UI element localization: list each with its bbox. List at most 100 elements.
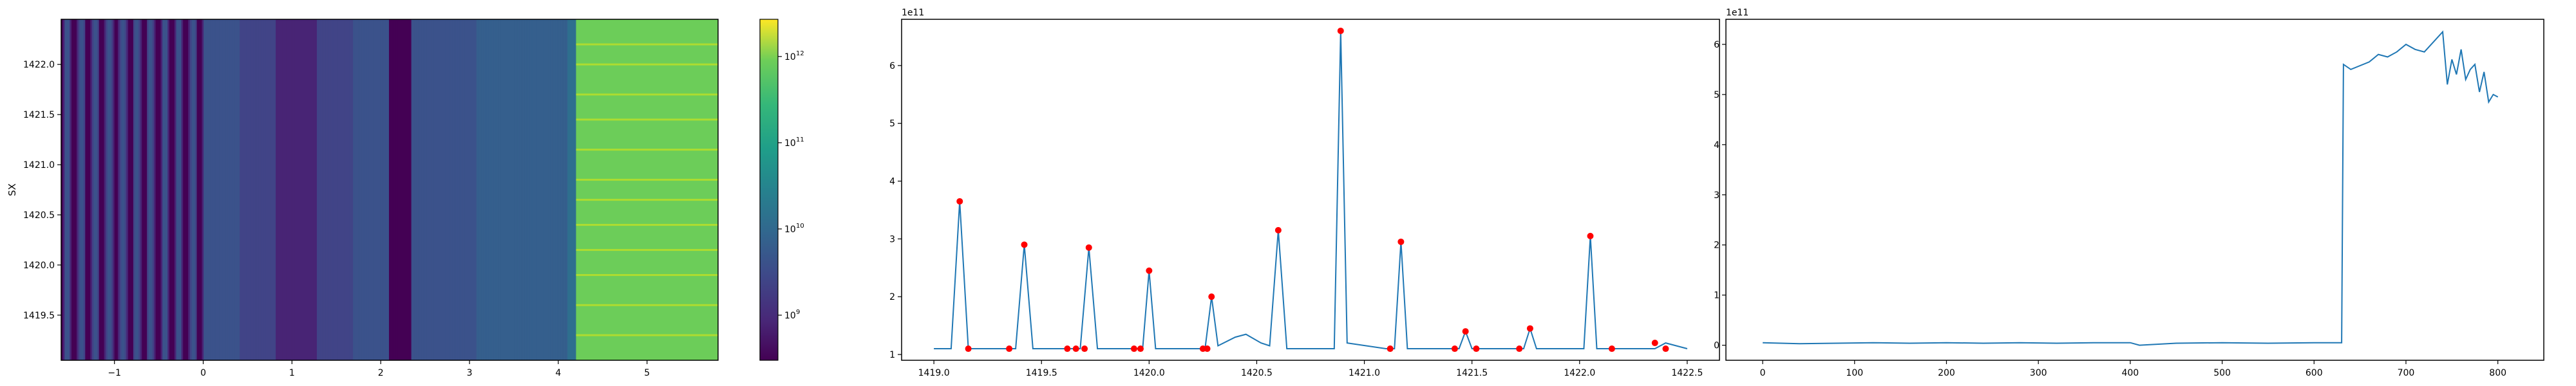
heatmap-column bbox=[351, 19, 354, 360]
heatmap-column bbox=[330, 19, 333, 360]
heatmap-column bbox=[552, 19, 554, 360]
peaks-frame bbox=[901, 19, 1720, 361]
heatmap-column bbox=[91, 19, 95, 360]
heatmap-column bbox=[121, 19, 124, 360]
heatmap-column bbox=[435, 19, 438, 360]
heatmap-stripe bbox=[576, 274, 718, 276]
heatmap-column bbox=[308, 19, 311, 360]
heatmap-column bbox=[409, 19, 412, 360]
heatmap-column bbox=[76, 19, 79, 360]
heatmap-column bbox=[265, 19, 268, 360]
x-tick-label: 1419.5 bbox=[1026, 368, 1057, 378]
heatmap-column bbox=[112, 19, 115, 360]
y-tick-label: 3 bbox=[889, 234, 895, 244]
heatmap-column bbox=[102, 19, 105, 360]
heatmap-column bbox=[269, 19, 271, 360]
heatmap-column bbox=[428, 19, 431, 360]
heatmap-column bbox=[99, 19, 101, 360]
y-tick-label: 5 bbox=[889, 119, 895, 129]
heatmap-column bbox=[337, 19, 340, 360]
heatmap-column bbox=[104, 19, 106, 360]
heatmap-column bbox=[339, 19, 341, 360]
peaks-series-line bbox=[934, 30, 1688, 349]
peak-marker bbox=[965, 345, 972, 353]
heatmap-column bbox=[68, 19, 70, 360]
heatmap-column bbox=[500, 19, 503, 360]
heatmap-column bbox=[114, 19, 117, 360]
heatmap-column bbox=[569, 19, 572, 360]
heatmap-column bbox=[323, 19, 326, 360]
heatmap-column bbox=[464, 19, 467, 360]
heatmap-column bbox=[471, 19, 474, 360]
colorbar-tick-exponent: 10 bbox=[796, 223, 804, 230]
x-tick-label: 100 bbox=[1846, 368, 1863, 378]
heatmap-column bbox=[135, 19, 137, 360]
heatmap-column bbox=[558, 19, 562, 360]
heatmap-column bbox=[248, 19, 251, 360]
heatmap-column bbox=[516, 19, 518, 360]
heatmap-column bbox=[358, 19, 361, 360]
heatmap-column bbox=[227, 19, 230, 360]
peak-marker bbox=[1587, 232, 1594, 239]
peak-marker bbox=[1072, 345, 1079, 353]
heatmap-column bbox=[261, 19, 265, 360]
heatmap-column bbox=[473, 19, 475, 360]
heatmap-column bbox=[413, 19, 415, 360]
heatmap-column bbox=[531, 19, 534, 360]
peak-marker bbox=[1006, 345, 1013, 353]
heatmap-column bbox=[538, 19, 541, 360]
heatmap-column bbox=[336, 19, 338, 360]
heatmap-x-tick-label: 0 bbox=[200, 368, 206, 378]
heatmap-column bbox=[385, 19, 388, 360]
peak-marker bbox=[1651, 340, 1658, 347]
heatmap-column bbox=[150, 19, 153, 360]
heatmap-column bbox=[111, 19, 113, 360]
heatmap-column bbox=[167, 19, 170, 360]
peak-marker bbox=[1337, 27, 1344, 34]
heatmap-column bbox=[229, 19, 232, 360]
heatmap-column bbox=[343, 19, 345, 360]
heatmap-column bbox=[291, 19, 294, 360]
heatmap-column bbox=[198, 19, 201, 360]
heatmap-column bbox=[246, 19, 249, 360]
heatmap-column bbox=[137, 19, 139, 360]
heatmap-column bbox=[490, 19, 493, 360]
heatmap-column bbox=[524, 19, 527, 360]
heatmap-column bbox=[174, 19, 177, 360]
heatmap-column bbox=[188, 19, 191, 360]
heatmap-column bbox=[426, 19, 429, 360]
heatmap-column bbox=[462, 19, 465, 360]
heatmap-stripe bbox=[576, 249, 718, 252]
peak-marker bbox=[1526, 325, 1533, 332]
heatmap-column bbox=[169, 19, 172, 360]
heatmap-column bbox=[421, 19, 424, 360]
heatmap-column bbox=[122, 19, 126, 360]
heatmap-column bbox=[143, 19, 146, 360]
heatmap-column bbox=[571, 19, 573, 360]
heatmap-column bbox=[511, 19, 513, 360]
y-tick-label: 3 bbox=[1714, 190, 1719, 201]
step-frame bbox=[1725, 19, 2544, 361]
heatmap-column bbox=[100, 19, 103, 360]
heatmap-column bbox=[160, 19, 163, 360]
heatmap-column bbox=[469, 19, 472, 360]
peak-marker bbox=[1387, 345, 1394, 353]
heatmap-column bbox=[498, 19, 501, 360]
heatmap-column bbox=[444, 19, 446, 360]
heatmap-column bbox=[433, 19, 436, 360]
colorbar-tick-label: 10 bbox=[784, 311, 796, 321]
heatmap-column bbox=[305, 19, 307, 360]
heatmap-column bbox=[519, 19, 522, 360]
heatmap-column bbox=[260, 19, 263, 360]
peak-marker bbox=[1146, 267, 1153, 274]
heatmap-x-tick-label: 3 bbox=[467, 368, 473, 378]
heatmap-column bbox=[256, 19, 260, 360]
heatmap-column bbox=[404, 19, 407, 360]
heatmap-column bbox=[204, 19, 206, 360]
heatmap-column bbox=[255, 19, 258, 360]
peak-marker bbox=[1064, 345, 1071, 353]
heatmap-column bbox=[359, 19, 362, 360]
heatmap-column bbox=[442, 19, 444, 360]
heatmap-column bbox=[445, 19, 448, 360]
